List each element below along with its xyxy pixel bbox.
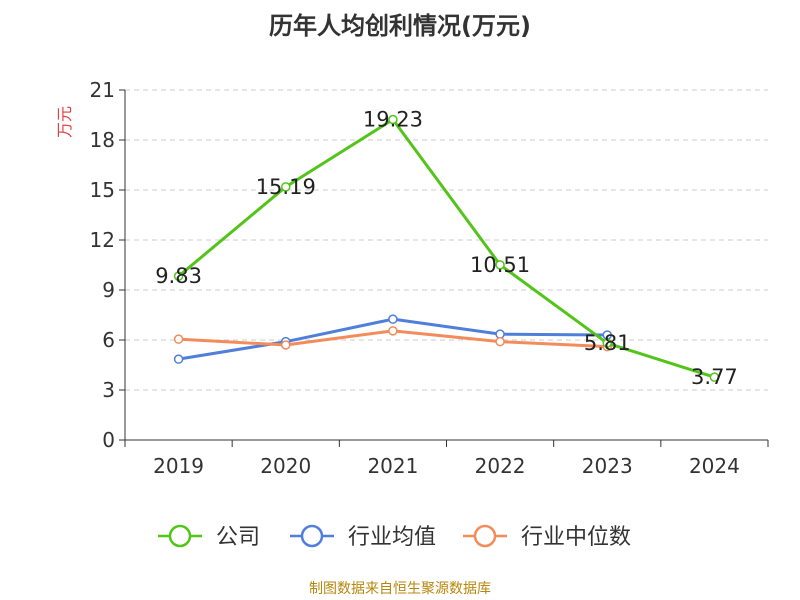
data-label: 9.83 xyxy=(155,264,202,288)
legend-label: 公司 xyxy=(216,525,260,550)
legend-label: 行业均值 xyxy=(348,525,436,550)
data-point xyxy=(709,372,720,382)
y-tick-label: 18 xyxy=(90,128,115,152)
data-label: 10.51 xyxy=(470,253,530,277)
y-tick-label: 6 xyxy=(102,328,115,352)
legend: 公司 行业均值 行业中位数 xyxy=(158,524,631,550)
grid-lines xyxy=(125,89,768,391)
data-label: 15.19 xyxy=(256,175,316,199)
y-axis-label: 万元 xyxy=(55,106,74,138)
y-tick-label: 0 xyxy=(102,428,115,452)
y-tick-label: 9 xyxy=(102,278,115,302)
data-point xyxy=(495,336,505,347)
data-point xyxy=(388,326,398,336)
chart-title: 历年人均创利情况(万元) xyxy=(269,12,531,40)
data-point xyxy=(602,338,612,348)
y-tick-label: 21 xyxy=(90,78,115,102)
data-point xyxy=(388,314,398,324)
data-point xyxy=(495,260,505,270)
data-point xyxy=(281,182,291,192)
x-tick-label: 2024 xyxy=(689,454,740,478)
data-label: 19.23 xyxy=(363,108,423,132)
x-tick-label: 2021 xyxy=(367,454,418,478)
series-line-1 xyxy=(178,317,608,361)
y-tick-label: 15 xyxy=(90,178,115,202)
source-note: 制图数据来自恒生聚源数据库 xyxy=(309,581,491,597)
series-line-0 xyxy=(177,118,715,379)
legend-label: 行业中位数 xyxy=(521,525,631,550)
x-tick-label: 2022 xyxy=(475,454,526,478)
data-label: 5.81 xyxy=(584,331,631,355)
data-point xyxy=(281,340,291,350)
legend-marker xyxy=(300,524,324,548)
data-point xyxy=(173,271,184,281)
y-tick-label: 3 xyxy=(102,378,115,402)
data-point xyxy=(173,354,184,364)
legend-marker xyxy=(473,524,497,548)
data-point xyxy=(173,334,184,344)
data-label: 3.77 xyxy=(691,365,738,389)
y-tick-label: 12 xyxy=(90,228,115,252)
x-tick-label: 2020 xyxy=(260,454,311,478)
data-labels: 9.83 15.19 19.23 10.51 5.81 3.77 xyxy=(155,108,738,390)
data-point xyxy=(388,114,398,125)
series xyxy=(173,114,720,382)
x-tick-label: 2019 xyxy=(153,454,204,478)
axes: 0 3 6 9 12 15 18 21 2019 2020 2021 2022 2023 2024 万元 xyxy=(55,78,769,478)
x-tick-label: 2023 xyxy=(582,454,633,478)
legend-marker xyxy=(168,524,192,548)
